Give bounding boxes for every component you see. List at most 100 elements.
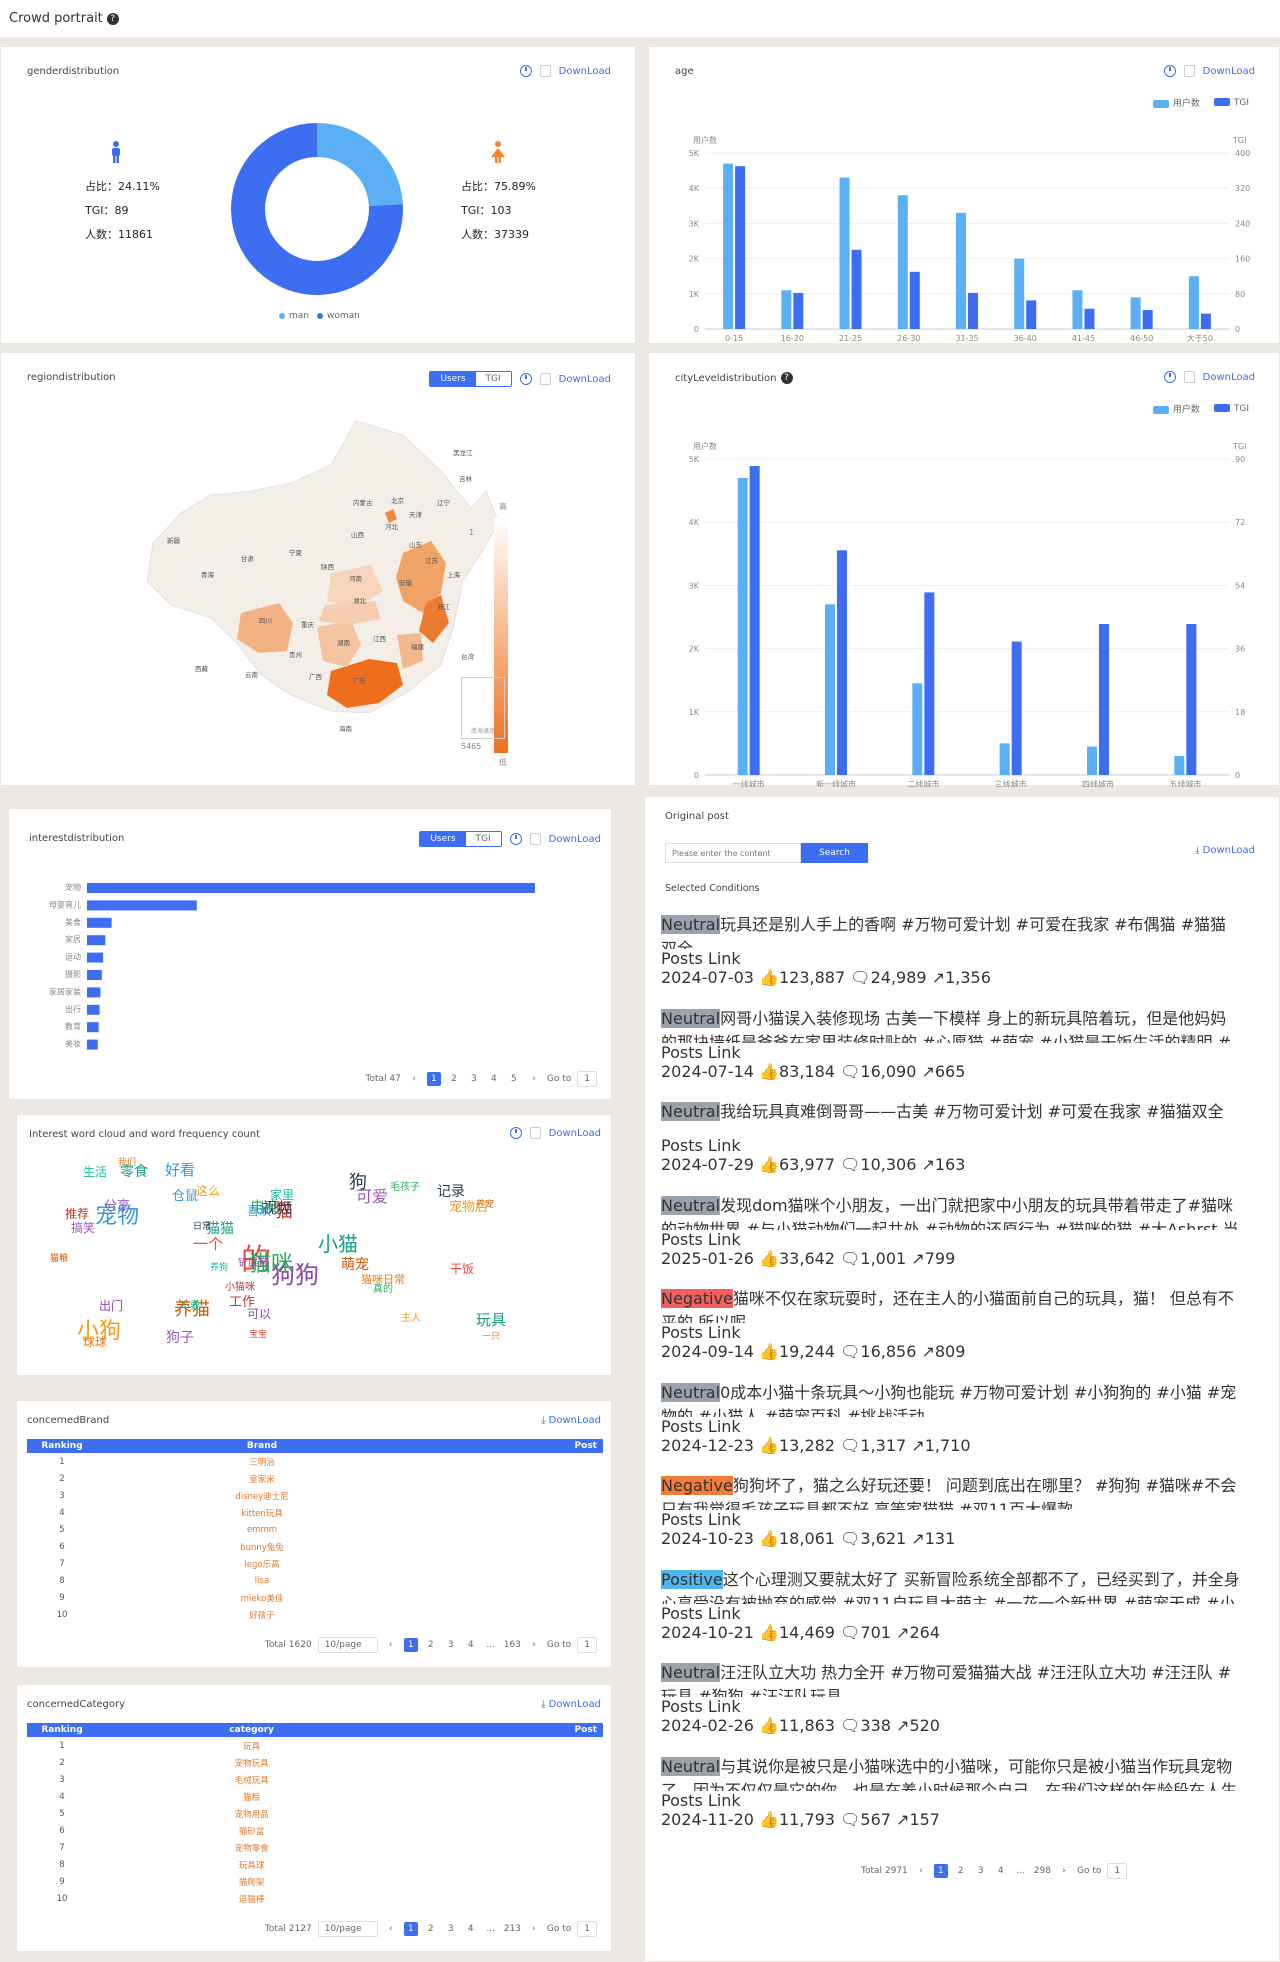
cloud-word[interactable]: 可以: [247, 1307, 272, 1321]
copy-icon[interactable]: [1183, 371, 1195, 383]
cloud-word[interactable]: 真的: [373, 1284, 393, 1295]
bar-users[interactable]: [781, 290, 792, 329]
page-5[interactable]: 5: [511, 1074, 517, 1084]
bar-tgi[interactable]: [909, 271, 920, 329]
posts-link[interactable]: Posts Link: [661, 949, 741, 968]
cloud-word[interactable]: 小狗: [77, 1319, 122, 1344]
cloud-word[interactable]: 宠物店: [449, 1200, 489, 1215]
cloud-word[interactable]: 小猫咪: [225, 1282, 255, 1293]
name-cell[interactable]: 猫爬架: [238, 1877, 265, 1888]
interest-bar[interactable]: [87, 935, 106, 946]
cloud-word[interactable]: 日常: [193, 1222, 212, 1232]
toggle-tgi[interactable]: TGI: [465, 832, 501, 846]
goto-input[interactable]: 1: [577, 1921, 597, 1937]
download-link[interactable]: DownLoad: [548, 1127, 601, 1139]
cloud-word[interactable]: 玩具: [476, 1311, 507, 1329]
bar-users[interactable]: [1087, 746, 1097, 775]
clock-icon[interactable]: [509, 833, 522, 845]
name-cell[interactable]: 宠物用品: [234, 1809, 269, 1820]
interest-bar[interactable]: [87, 917, 112, 928]
cloud-word[interactable]: 分享: [104, 1199, 131, 1214]
cloud-word[interactable]: 搞笑: [71, 1221, 96, 1235]
cloud-word[interactable]: 家里: [270, 1188, 295, 1202]
bar-users[interactable]: [1174, 756, 1185, 775]
name-cell[interactable]: 猫粮: [243, 1792, 261, 1803]
bar-users[interactable]: [897, 195, 908, 329]
name-cell[interactable]: kitten玩具: [241, 1508, 283, 1519]
bar-users[interactable]: [1072, 290, 1083, 329]
download-link[interactable]: DownLoad: [1202, 65, 1255, 77]
posts-link[interactable]: Posts Link: [661, 1790, 741, 1810]
name-cell[interactable]: 宠物玩具: [234, 1758, 269, 1769]
cloud-word[interactable]: 毛孩子: [390, 1182, 420, 1193]
col-post[interactable]: Post: [426, 1439, 603, 1453]
cloud-word[interactable]: 这么: [196, 1184, 221, 1198]
posts-link[interactable]: Posts Link: [661, 1229, 741, 1249]
col-ranking[interactable]: Ranking: [27, 1439, 97, 1453]
interest-bar[interactable]: [87, 1004, 100, 1015]
copy-icon[interactable]: [529, 1127, 541, 1139]
page-1[interactable]: 1: [933, 1864, 948, 1878]
search-input[interactable]: [665, 843, 801, 863]
interest-bar[interactable]: [87, 987, 101, 998]
bar-users[interactable]: [1130, 297, 1141, 329]
name-cell[interactable]: 好孩子: [249, 1610, 275, 1621]
col-post[interactable]: Post: [406, 1723, 603, 1737]
cloud-word[interactable]: 宠物: [95, 1204, 140, 1229]
bar-tgi[interactable]: [1099, 624, 1109, 775]
cloud-word[interactable]: 好看: [165, 1161, 196, 1179]
cloud-word[interactable]: 狗子: [166, 1330, 194, 1346]
col-brand[interactable]: Brand: [97, 1439, 427, 1453]
cloud-word[interactable]: 出门: [99, 1299, 124, 1313]
download-link[interactable]: ⤓ DownLoad: [541, 1415, 601, 1426]
bar-tgi[interactable]: [749, 466, 760, 775]
name-cell[interactable]: 猫砂盆: [238, 1826, 265, 1837]
name-cell[interactable]: 三明治: [249, 1457, 275, 1468]
cloud-word[interactable]: 猫咪: [249, 1252, 294, 1277]
cloud-word[interactable]: 养狗: [210, 1263, 229, 1273]
name-cell[interactable]: 逗猫棒: [238, 1894, 265, 1905]
page-2[interactable]: 2: [427, 1924, 434, 1934]
prev-page-icon[interactable]: ‹: [388, 1924, 393, 1934]
donut-slice-man[interactable]: [317, 123, 403, 207]
copy-icon[interactable]: [1183, 65, 1195, 77]
cloud-word[interactable]: 喜欢: [247, 1204, 272, 1218]
bar-users[interactable]: [1188, 276, 1199, 329]
goto-input[interactable]: 1: [1107, 1863, 1128, 1879]
name-cell[interactable]: 玩具球: [238, 1860, 265, 1871]
cloud-word[interactable]: 小猫: [318, 1232, 358, 1256]
bar-tgi[interactable]: [1084, 308, 1095, 329]
next-page-icon[interactable]: ›: [532, 1074, 536, 1084]
cloud-word[interactable]: 猫粮: [50, 1254, 69, 1264]
bar-tgi[interactable]: [968, 292, 978, 329]
clock-icon[interactable]: [509, 1127, 522, 1139]
cloud-word[interactable]: 一只: [482, 1332, 501, 1342]
download-link[interactable]: DownLoad: [558, 373, 611, 385]
col-ranking[interactable]: Ranking: [27, 1723, 97, 1737]
goto-input[interactable]: 1: [577, 1637, 597, 1653]
interest-bar[interactable]: [87, 900, 197, 911]
cloud-word[interactable]: 干饭: [450, 1262, 475, 1276]
page-3[interactable]: 3: [471, 1074, 477, 1084]
cloud-word[interactable]: 我们: [118, 1158, 137, 1168]
name-cell[interactable]: 皇家米: [249, 1474, 275, 1485]
cloud-word[interactable]: 视频: [262, 1199, 293, 1217]
page-3[interactable]: 3: [447, 1640, 454, 1650]
name-cell[interactable]: bunny兔兔: [240, 1542, 284, 1553]
page-4[interactable]: 4: [467, 1924, 474, 1934]
page-2[interactable]: 2: [451, 1074, 457, 1084]
clock-icon[interactable]: [519, 65, 532, 77]
donut-slice-woman[interactable]: [231, 123, 403, 295]
clock-icon[interactable]: [1163, 371, 1176, 383]
name-cell[interactable]: 玩具: [243, 1741, 261, 1752]
bar-tgi[interactable]: [1200, 313, 1211, 329]
name-cell[interactable]: lego乐高: [244, 1559, 280, 1570]
page-ellipsis[interactable]: ...: [1016, 1866, 1026, 1876]
cloud-word[interactable]: 球球: [83, 1335, 108, 1349]
bar-users[interactable]: [737, 477, 748, 775]
download-link[interactable]: DownLoad: [548, 833, 601, 845]
download-link[interactable]: DownLoad: [558, 65, 611, 77]
bar-tgi[interactable]: [735, 166, 746, 329]
name-cell[interactable]: lisa: [254, 1575, 270, 1586]
posts-link[interactable]: Posts Link: [661, 1136, 741, 1155]
